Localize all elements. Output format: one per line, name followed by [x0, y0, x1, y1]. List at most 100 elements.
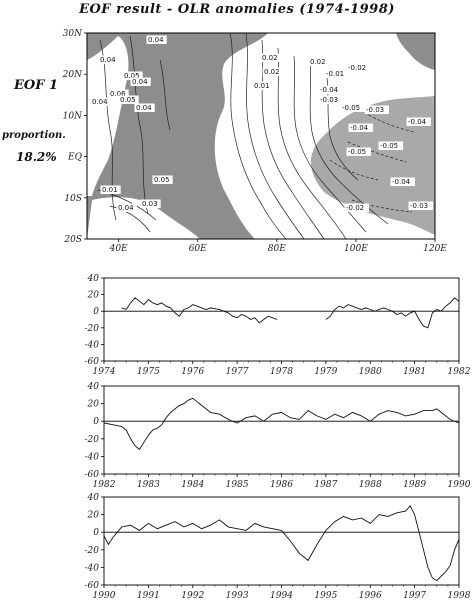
contour-label-bg: [108, 89, 129, 98]
x-tick-label: 1980: [359, 367, 382, 377]
proportion-label: proportion.: [2, 130, 66, 141]
contour-label-bg: [340, 103, 365, 112]
eof-map: 0.040.040.050.040.060.040.040.050.050.01…: [62, 29, 448, 254]
contour-label-bg: [406, 117, 431, 126]
plot-frame: [103, 277, 460, 362]
y-tick-label: 40: [87, 382, 100, 392]
map-y-tick-label: 20S: [63, 235, 82, 245]
x-tick-label: 1995: [314, 591, 337, 601]
y-tick-label: 20: [87, 291, 100, 301]
map-y-tick-label: 30N: [63, 29, 83, 39]
contour-label: 0.01: [254, 82, 270, 90]
x-tick-label: 1988: [359, 480, 382, 490]
contour-label: 0.04: [132, 78, 148, 86]
series-line: [103, 504, 460, 582]
x-tick-label: 1987: [314, 480, 337, 490]
x-tick-label: 1974: [93, 367, 116, 377]
contour-label: -0.05: [342, 104, 360, 112]
y-tick-label: 0: [93, 417, 99, 427]
contour-label-bg: [90, 97, 111, 106]
contour-label-bg: [262, 67, 283, 76]
map-y-tick-label: EQ: [67, 153, 83, 163]
contour-label: -0.04: [350, 124, 369, 132]
contour-label: 0.06: [110, 90, 126, 98]
contour-label-bg: [346, 147, 371, 156]
y-tick-label: -40: [85, 563, 100, 573]
contour-label-bg: [408, 201, 433, 210]
y-tick-label: -20: [85, 435, 100, 445]
contour-label: -0.03: [366, 106, 384, 114]
x-tick-label: 1977: [226, 367, 249, 377]
contour-label: -0.05: [348, 148, 366, 156]
contour-label: -0.01: [326, 70, 344, 78]
positive-anomaly-region-northeast: [396, 33, 435, 70]
contour-label: -0.02: [346, 204, 364, 212]
map-x-tick-label: 100E: [344, 244, 368, 254]
map-x-tick-label: 80E: [268, 244, 286, 254]
x-tick-label: 1983: [137, 480, 160, 490]
contour-label-bg: [98, 55, 119, 64]
series-line: [121, 297, 278, 324]
x-tick-label: 1982: [448, 367, 471, 377]
contour-label-bg: [318, 85, 343, 94]
x-tick-label: 1975: [137, 367, 160, 377]
x-tick-label: 1997: [403, 591, 426, 601]
x-tick-label: 1993: [226, 591, 249, 601]
y-tick-label: -60: [85, 470, 100, 480]
contour-label-bg: [116, 203, 137, 212]
x-tick-label: 1978: [270, 367, 293, 377]
contour-label: -0.02: [348, 64, 366, 72]
contour-label-bg: [252, 81, 273, 90]
contour-label: 0.04: [100, 56, 116, 64]
contour-label: -0.05: [380, 142, 398, 150]
contour-label: 0.03: [142, 200, 158, 208]
map-y-tick-label: 10S: [64, 194, 82, 204]
contour-label-bg: [318, 95, 343, 104]
series-line: [103, 397, 460, 451]
contour-label: 0.05: [124, 72, 140, 80]
y-tick-label: -60: [85, 357, 100, 367]
x-tick-label: 1998: [448, 591, 471, 601]
x-tick-label: 1996: [359, 591, 382, 601]
contour-label: 0.05: [154, 176, 170, 184]
y-tick-label: 0: [93, 307, 99, 317]
figure-title: EOF result - OLR anomalies (1974-1998): [79, 2, 395, 17]
contour-label-bg: [146, 35, 167, 44]
contour-label-bg: [122, 71, 143, 80]
map-y-tick-label: 20N: [62, 70, 83, 80]
contour-label: 0.02: [264, 68, 280, 76]
contour-label-bg: [324, 69, 349, 78]
series-line: [325, 297, 460, 329]
y-tick-label: -40: [85, 340, 100, 350]
x-tick-label: 1990: [448, 480, 471, 490]
contour-label-bg: [130, 77, 151, 86]
x-tick-label: 1981: [403, 367, 426, 377]
contour-label: -0.04: [392, 178, 411, 186]
x-tick-label: 1982: [93, 480, 116, 490]
map-frame: [86, 32, 436, 240]
contour-label-bg: [308, 57, 329, 66]
contour-label: -0.04: [320, 86, 339, 94]
contour-label: 0.01: [102, 186, 118, 194]
map-x-tick-label: 60E: [189, 244, 207, 254]
y-tick-label: 20: [87, 511, 100, 521]
contour-label-bg: [364, 105, 389, 114]
contour-label: 0.02: [310, 58, 326, 66]
eof-mode-label: EOF 1: [14, 78, 59, 93]
contour-label: 0.02: [262, 54, 278, 62]
y-tick-label: -20: [85, 546, 100, 556]
contour-label: 0.04: [118, 204, 134, 212]
x-tick-label: 1990: [93, 591, 116, 601]
x-tick-label: 1992: [181, 591, 204, 601]
contour-label-bg: [378, 141, 403, 150]
y-tick-label: 40: [87, 274, 100, 284]
x-tick-label: 1985: [226, 480, 249, 490]
x-tick-label: 1994: [270, 591, 293, 601]
contour-label: -0.03: [410, 202, 428, 210]
x-tick-label: 1979: [314, 367, 337, 377]
contour-label: 0.04: [148, 36, 164, 44]
